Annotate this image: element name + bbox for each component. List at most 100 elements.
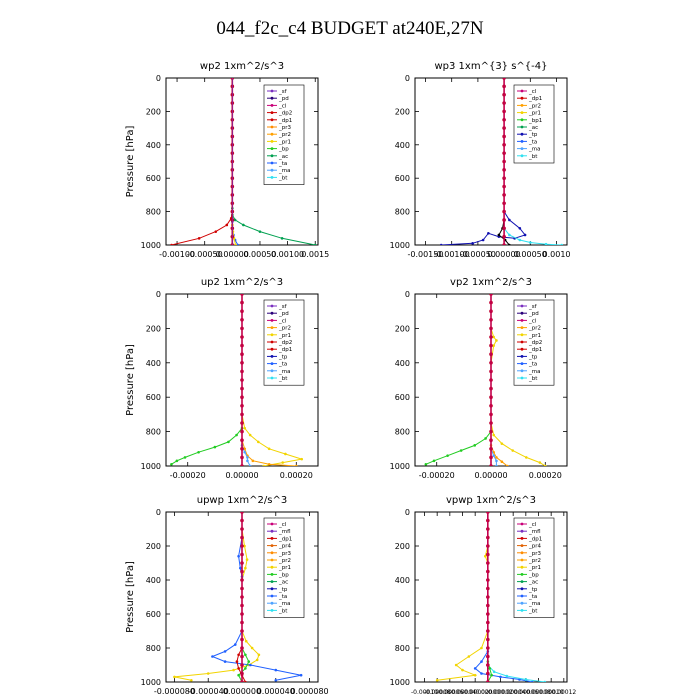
- y-tick-label: 1000: [390, 462, 410, 471]
- y-tick-label: 800: [395, 644, 410, 653]
- legend-marker: [270, 311, 274, 315]
- panel-title: vp2 1xm^2/s^3: [450, 277, 532, 288]
- legend-marker: [520, 326, 524, 329]
- series-line-dp1: [171, 194, 233, 245]
- legend-label: _ma: [278, 369, 290, 375]
- data-point-pr1: [480, 646, 483, 650]
- x-tick-label: 0.0010: [543, 250, 571, 259]
- x-tick-label: -0.00050: [460, 250, 496, 259]
- panel-upwp: upwp 1xm^2/s^3 Pressure [hPa] 0 200 400 600 80…: [125, 495, 329, 696]
- legend-label: _ma: [528, 601, 540, 607]
- legend-marker: [270, 609, 274, 612]
- legend-marker: [270, 176, 274, 179]
- data-point-pr1: [250, 646, 254, 650]
- data-point-bp: [244, 653, 247, 657]
- data-point-pr1: [300, 457, 304, 461]
- data-point-ta: [233, 643, 237, 646]
- data-point-pr1: [543, 464, 547, 466]
- legend-marker: [520, 369, 524, 373]
- data-point-pr1: [538, 461, 542, 464]
- series-group: [439, 78, 564, 245]
- y-tick-label: 0: [156, 508, 161, 517]
- x-tick-label: 0.00002: [488, 689, 513, 696]
- data-point-pr2: [495, 456, 498, 459]
- data-point-tp: [487, 232, 490, 235]
- legend-marker: [520, 132, 524, 136]
- series-line-pr2: [241, 414, 297, 466]
- data-point-pr2: [251, 459, 255, 463]
- legend-marker: [520, 587, 524, 591]
- data-point-bp: [424, 462, 428, 466]
- data-point-ta: [223, 650, 227, 653]
- y-tick-label: 0: [405, 290, 410, 299]
- data-point-dp1: [237, 653, 240, 657]
- data-point-ta: [237, 554, 240, 558]
- data-point-ma: [246, 459, 249, 463]
- legend-label: _dp1: [528, 96, 542, 102]
- data-point-ta: [499, 675, 502, 679]
- data-point-ta: [211, 655, 214, 658]
- data-point-ta: [473, 667, 477, 670]
- y-tick-label: 400: [395, 359, 410, 368]
- data-point-bt: [518, 238, 522, 242]
- data-point-pr1: [500, 442, 504, 445]
- legend-marker: [270, 340, 274, 344]
- data-point-pr2: [267, 462, 271, 466]
- legend-marker: [270, 558, 274, 562]
- legend-label: _bt: [528, 154, 538, 160]
- x-tick-label: 0.00000: [488, 250, 521, 259]
- data-point-dp1: [237, 667, 240, 670]
- data-point-pr1: [245, 558, 249, 561]
- legend-label: _pr1: [528, 565, 541, 571]
- legend-label: _dp2: [278, 111, 292, 117]
- legend-marker: [270, 587, 274, 591]
- data-point-bp: [197, 450, 200, 454]
- data-point-ta: [299, 673, 303, 677]
- legend-label: _pd: [278, 311, 289, 317]
- y-tick-label: 200: [395, 107, 410, 116]
- y-tick-label: 0: [156, 290, 161, 299]
- legend-marker: [270, 580, 274, 583]
- legend-marker: [270, 118, 274, 122]
- y-tick-label: 1000: [390, 678, 410, 687]
- data-point-ta: [239, 566, 242, 570]
- legend-marker: [520, 89, 524, 93]
- y-tick-label: 800: [395, 428, 410, 437]
- legend-label: _cl: [528, 89, 537, 95]
- legend-marker: [520, 104, 524, 107]
- legend-label: _ac: [528, 580, 538, 586]
- legend-marker: [270, 544, 274, 547]
- legend-label: _ta: [528, 594, 537, 600]
- data-point-pr1: [244, 566, 247, 570]
- data-point-bt: [524, 678, 528, 681]
- x-tick-label: -0.00010: [411, 689, 438, 696]
- data-point-ac: [280, 237, 284, 240]
- data-point-tp: [481, 238, 485, 242]
- legend-label: _bp: [278, 572, 289, 578]
- y-tick-label: 800: [146, 644, 161, 653]
- legend-marker: [270, 326, 274, 329]
- panel-vpwp: vpwp 1xm^2/s^302004006008001000-0.00010-…: [390, 495, 577, 696]
- legend-marker: [520, 111, 524, 114]
- panel-title: wp3 1xm^{3} s^{-4}: [434, 61, 547, 72]
- x-tick-label: 0.00006: [513, 689, 538, 696]
- x-tick-label: -0.00100: [434, 250, 470, 259]
- legend-marker: [520, 96, 524, 100]
- data-point-bt: [508, 233, 511, 237]
- legend-label: _dp2: [278, 340, 292, 346]
- data-point-bt: [492, 670, 496, 674]
- x-tick-label: 0.00050: [514, 250, 547, 259]
- panel-vp2: vp2 1xm^2/s^3 0 200 400 600 800 1000 -0.00020 0.…: [390, 277, 568, 480]
- legend-marker: [270, 347, 274, 351]
- legend-marker: [270, 333, 274, 337]
- y-tick-label: 600: [395, 393, 410, 402]
- series-line-pr2: [490, 431, 508, 466]
- legend-label: _pr4: [278, 544, 292, 550]
- x-tick-label: -0.00008: [424, 689, 451, 696]
- legend-label: _sf: [278, 89, 288, 95]
- legend-label: _ta: [278, 161, 287, 167]
- data-point-ta: [274, 679, 278, 682]
- y-tick-label: 1000: [141, 462, 161, 471]
- data-point-bp1: [497, 233, 501, 237]
